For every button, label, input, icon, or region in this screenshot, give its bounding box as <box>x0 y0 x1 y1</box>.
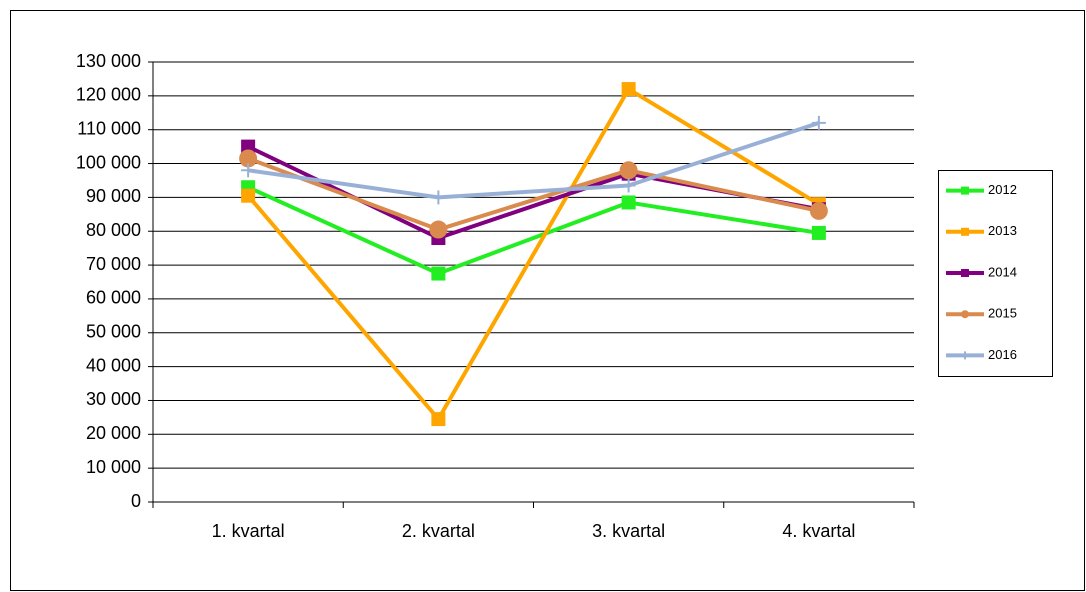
marker <box>961 269 969 277</box>
y-tick-label: 0 <box>131 491 141 511</box>
marker <box>621 195 636 210</box>
y-tick-label: 130 000 <box>76 51 141 71</box>
marker <box>961 351 969 360</box>
legend-label: 2014 <box>988 264 1017 279</box>
marker <box>241 139 256 154</box>
marker <box>811 115 826 130</box>
y-tick-label: 40 000 <box>86 355 141 375</box>
y-tick-label: 70 000 <box>86 254 141 274</box>
y-tick-label: 30 000 <box>86 389 141 409</box>
marker <box>241 163 256 178</box>
legend-item: 2014 <box>946 264 1017 279</box>
marker <box>621 82 636 97</box>
marker <box>431 266 446 281</box>
legend-item: 2013 <box>946 223 1017 238</box>
marker <box>431 190 446 205</box>
x-tick-label: 1. kvartal <box>212 521 285 541</box>
marker <box>961 227 969 236</box>
legend-label: 2015 <box>988 306 1017 321</box>
y-tick-label: 100 000 <box>76 152 141 172</box>
marker <box>961 310 969 319</box>
marker <box>961 186 969 195</box>
legend-label: 2013 <box>988 223 1017 238</box>
marker <box>239 149 258 168</box>
legend-item: 2015 <box>946 306 1017 321</box>
marker <box>811 225 826 240</box>
x-tick-label: 2. kvartal <box>402 521 475 541</box>
marker <box>619 161 638 180</box>
series-line <box>247 185 820 276</box>
y-tick-label: 60 000 <box>86 288 141 308</box>
x-tick-label: 4. kvartal <box>782 521 855 541</box>
y-tick-label: 10 000 <box>86 457 141 477</box>
series-line <box>247 156 820 232</box>
y-tick-label: 90 000 <box>86 186 141 206</box>
y-tick-label: 80 000 <box>86 220 141 240</box>
y-tick-label: 20 000 <box>86 423 141 443</box>
y-tick-label: 110 000 <box>77 118 141 138</box>
legend-item: 2016 <box>946 347 1017 362</box>
series-line <box>246 87 820 422</box>
y-tick-label: 120 000 <box>76 85 141 105</box>
legend-item: 2012 <box>946 182 1017 197</box>
marker <box>809 201 828 220</box>
legend-label: 2016 <box>988 347 1017 362</box>
chart-border <box>10 10 1085 591</box>
y-tick-label: 50 000 <box>86 322 141 342</box>
marker <box>431 412 446 427</box>
legend-label: 2012 <box>988 182 1017 197</box>
marker <box>241 188 256 203</box>
series-line <box>247 121 820 200</box>
marker <box>429 220 448 239</box>
x-tick-label: 3. kvartal <box>592 521 665 541</box>
marker <box>621 178 636 193</box>
